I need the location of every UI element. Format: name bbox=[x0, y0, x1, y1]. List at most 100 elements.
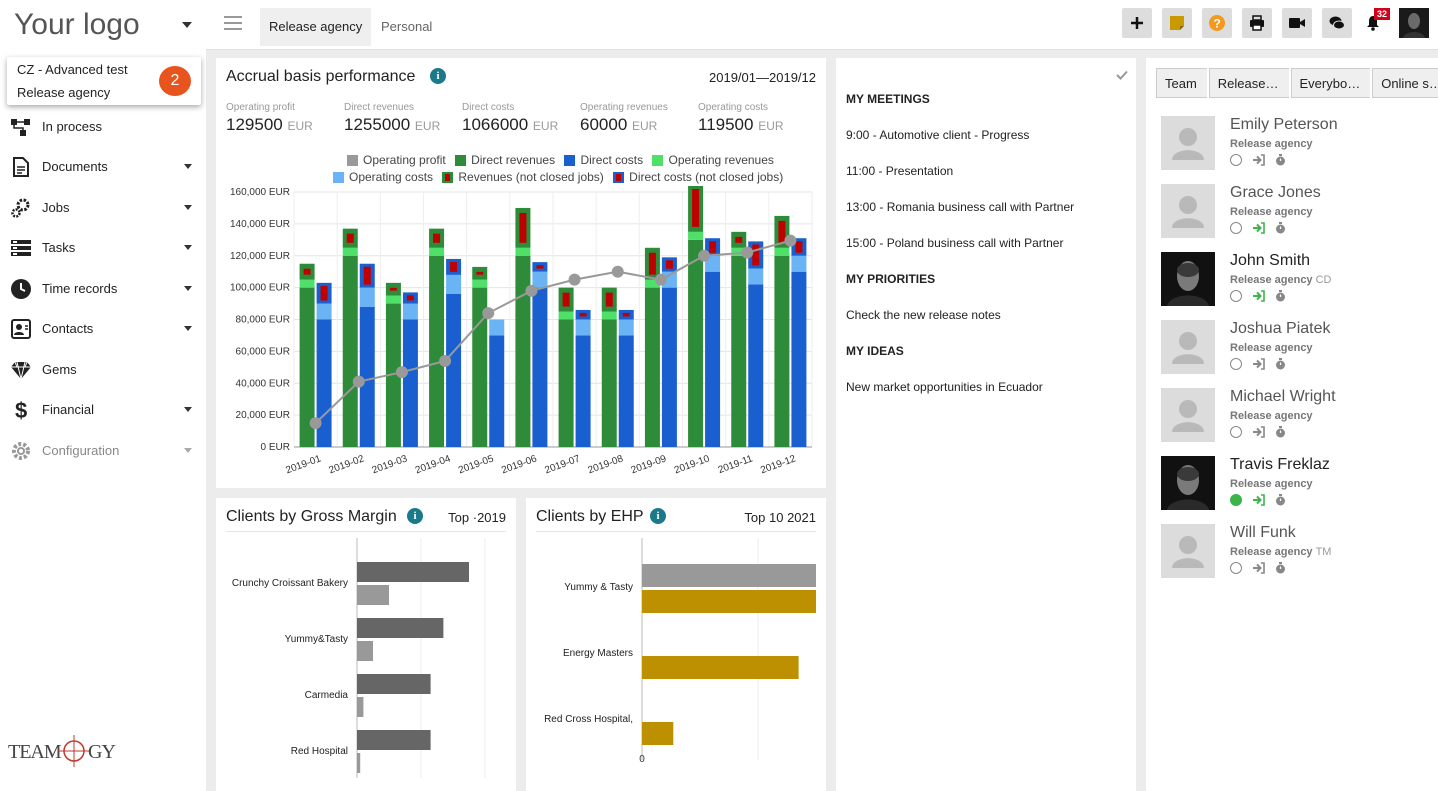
ehp-panel: Clients by EHP i Top 10 2021 Yummy & Tas… bbox=[526, 498, 826, 791]
sidebar-item-in-process[interactable]: In process bbox=[0, 110, 206, 144]
check-icon[interactable] bbox=[1116, 70, 1128, 80]
accrual-panel: Accrual basis performance i 2019/01—2019… bbox=[216, 58, 826, 488]
sidebar-item-configuration[interactable]: Configuration bbox=[0, 434, 206, 468]
team-member[interactable]: Grace Jones Release agency bbox=[1161, 184, 1431, 240]
stopwatch-icon bbox=[1276, 154, 1285, 166]
print-button[interactable] bbox=[1242, 8, 1272, 38]
notes-button[interactable] bbox=[1162, 8, 1192, 38]
member-name[interactable]: Joshua Piatek bbox=[1230, 320, 1331, 337]
chevron-down-icon[interactable] bbox=[182, 22, 192, 28]
menu-icon[interactable] bbox=[224, 16, 242, 30]
add-button[interactable] bbox=[1122, 8, 1152, 38]
team-member[interactable]: Joshua Piatek Release agency bbox=[1161, 320, 1431, 376]
bar-direct-revenues bbox=[385, 303, 401, 447]
avatar bbox=[1161, 456, 1215, 510]
member-status bbox=[1230, 426, 1286, 438]
bar-direct-costs bbox=[748, 284, 764, 447]
bar-operating-costs bbox=[316, 303, 332, 320]
bar bbox=[642, 722, 674, 745]
bar-revenues-not-closed-marker bbox=[562, 292, 570, 307]
team-member[interactable]: John Smith Release agency CD bbox=[1161, 252, 1431, 308]
kpi-label: Operating profit bbox=[226, 102, 295, 113]
sidebar-item-gems[interactable]: Gems bbox=[0, 353, 206, 387]
sidebar-item-financial[interactable]: $ Financial bbox=[0, 393, 206, 427]
info-icon[interactable]: i bbox=[407, 508, 423, 524]
breadcrumb-item[interactable]: Online s… bbox=[1372, 68, 1438, 98]
team-member[interactable]: Will Funk Release agency TM bbox=[1161, 524, 1431, 580]
team-member[interactable]: Travis Freklaz Release agency bbox=[1161, 456, 1431, 512]
breadcrumb-item[interactable]: Everybo… bbox=[1290, 68, 1371, 98]
bar-direct-costs bbox=[575, 335, 591, 447]
meeting-item[interactable]: 9:00 - Automotive client - Progress bbox=[846, 128, 1030, 142]
bar-costs-not-closed-marker bbox=[622, 312, 630, 317]
member-name[interactable]: Emily Peterson bbox=[1230, 116, 1338, 133]
bar-direct-costs bbox=[532, 287, 548, 447]
presence-icon bbox=[1230, 154, 1242, 166]
info-icon[interactable]: i bbox=[430, 68, 446, 84]
check-in-icon bbox=[1253, 222, 1265, 234]
legend-item[interactable]: Operating profit bbox=[347, 153, 446, 167]
notification-count-badge: 32 bbox=[1374, 8, 1391, 20]
bar-direct-costs bbox=[446, 294, 462, 447]
member-org: Release agency CD bbox=[1230, 274, 1331, 286]
x-tick-label: 0 bbox=[639, 754, 645, 765]
member-name[interactable]: Will Funk bbox=[1230, 524, 1296, 541]
top-bar: Release agency Personal bbox=[206, 0, 1438, 50]
priorities-heading: MY PRIORITIES bbox=[846, 272, 936, 286]
app-logo[interactable]: Your logo bbox=[14, 8, 140, 41]
sidebar-item-contacts[interactable]: Contacts bbox=[0, 312, 206, 346]
tab-personal[interactable]: Personal bbox=[381, 19, 433, 34]
sidebar-item-documents[interactable]: Documents bbox=[0, 150, 206, 184]
legend-swatch bbox=[347, 154, 358, 166]
sidebar-item-tasks[interactable]: Tasks bbox=[0, 231, 206, 265]
member-org: Release agency bbox=[1230, 342, 1313, 354]
chevron-down-icon bbox=[184, 164, 192, 169]
legend-item[interactable]: Direct costs bbox=[564, 153, 643, 167]
tab-release-agency[interactable]: Release agency bbox=[260, 8, 372, 46]
gears-icon bbox=[11, 198, 30, 218]
info-icon[interactable]: i bbox=[650, 508, 666, 524]
bar-revenues-not-closed-marker bbox=[519, 212, 527, 243]
breadcrumb-item[interactable]: Release… bbox=[1208, 68, 1289, 98]
priority-item[interactable]: Check the new release notes bbox=[846, 308, 1001, 322]
idea-item[interactable]: New market opportunities in Ecuador bbox=[846, 380, 1043, 394]
print-icon bbox=[1250, 15, 1264, 31]
chevron-down-icon bbox=[184, 407, 192, 412]
org-option-cz[interactable]: CZ - Advanced test bbox=[17, 62, 128, 77]
video-button[interactable] bbox=[1282, 8, 1312, 38]
legend-item[interactable]: Revenues (not closed jobs) bbox=[442, 170, 604, 184]
member-name[interactable]: Grace Jones bbox=[1230, 184, 1321, 201]
user-avatar[interactable] bbox=[1399, 8, 1429, 38]
meetings-heading: MY MEETINGS bbox=[846, 92, 930, 106]
help-button[interactable]: ? bbox=[1202, 8, 1232, 38]
stopwatch-icon bbox=[1276, 562, 1285, 574]
sidebar-item-jobs[interactable]: Jobs bbox=[0, 191, 206, 225]
bar bbox=[357, 562, 469, 582]
x-tick-label: 2019-02 bbox=[328, 453, 367, 476]
profit-point bbox=[525, 284, 538, 297]
profit-point bbox=[568, 273, 581, 286]
bar-operating-costs bbox=[532, 271, 548, 288]
accrual-period: 2019/01—2019/12 bbox=[709, 70, 816, 85]
member-name[interactable]: Travis Freklaz bbox=[1230, 456, 1330, 473]
meeting-item[interactable]: 13:00 - Romania business call with Partn… bbox=[846, 200, 1075, 214]
breadcrumb-item[interactable]: Team bbox=[1156, 68, 1207, 98]
member-name[interactable]: Michael Wright bbox=[1230, 388, 1336, 405]
bar-operating-revenues bbox=[299, 279, 315, 288]
legend-item[interactable]: Operating costs bbox=[333, 170, 433, 184]
chat-button[interactable] bbox=[1322, 8, 1352, 38]
member-name[interactable]: John Smith bbox=[1230, 252, 1311, 269]
x-tick-label: 2019-01 bbox=[284, 453, 323, 476]
meeting-item[interactable]: 11:00 - Presentation bbox=[846, 164, 954, 178]
member-org-name: Release agency bbox=[1230, 274, 1313, 286]
legend-item[interactable]: Direct revenues bbox=[455, 153, 555, 167]
org-option-release-agency[interactable]: Release agency bbox=[17, 85, 111, 100]
legend-item[interactable]: Direct costs (not closed jobs) bbox=[613, 170, 783, 184]
meeting-item[interactable]: 15:00 - Poland business call with Partne… bbox=[846, 236, 1064, 250]
team-member[interactable]: Michael Wright Release agency bbox=[1161, 388, 1431, 444]
team-member[interactable]: Emily Peterson Release agency bbox=[1161, 116, 1431, 172]
sidebar-item-time-records[interactable]: Time records bbox=[0, 272, 206, 306]
y-tick-label: 60,000 EUR bbox=[236, 346, 290, 357]
legend-item[interactable]: Operating revenues bbox=[652, 153, 774, 167]
legend-label: Operating revenues bbox=[668, 153, 774, 167]
